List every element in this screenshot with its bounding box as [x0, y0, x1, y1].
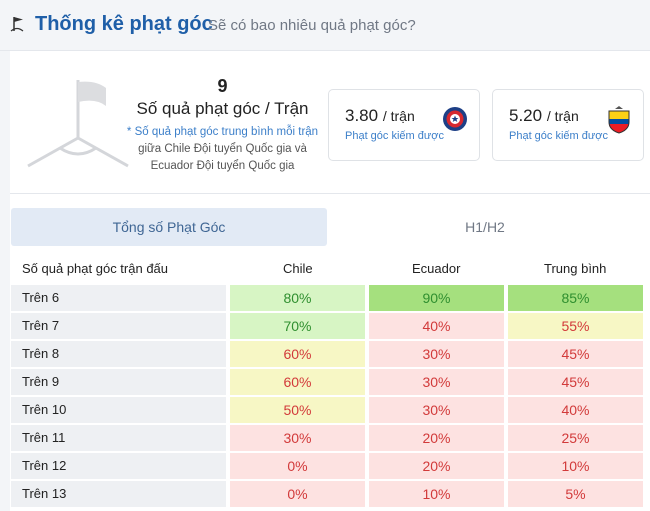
team-rate-label: Phạt góc kiếm được — [509, 130, 608, 142]
summary-note-line3: Ecuador Đội tuyển Quốc gia — [150, 160, 295, 172]
cell-ecuador: 20% — [369, 425, 504, 451]
section-divider — [10, 193, 650, 194]
header-threshold: Số quả phạt góc trận đấu — [22, 261, 169, 276]
row-label: Trên 9 — [11, 369, 226, 395]
row-label: Trên 8 — [11, 341, 226, 367]
cell-average: 5% — [508, 481, 643, 507]
cell-chile: 60% — [230, 369, 365, 395]
cell-average: 40% — [508, 397, 643, 423]
corners-per-match-label: Số quả phạt góc / Trận — [136, 99, 309, 118]
summary-note-line1: * Số quả phạt góc trung bình mỗi trận — [126, 126, 319, 138]
cell-average: 45% — [508, 341, 643, 367]
table-row: Trên 7 70% 40% 55% — [10, 313, 650, 339]
cell-ecuador: 10% — [369, 481, 504, 507]
corner-flag-illustration-icon — [27, 80, 129, 168]
team-rate-value: 5.20 — [509, 106, 543, 125]
row-label: Trên 11 — [11, 425, 226, 451]
corner-flag-icon — [10, 17, 24, 32]
cell-chile: 0% — [230, 453, 365, 479]
tab-half-split[interactable]: H1/H2 — [465, 219, 505, 235]
cell-chile: 80% — [230, 285, 365, 311]
header-chile: Chile — [283, 261, 313, 276]
tab-total-corners[interactable]: Tổng số Phạt Góc — [11, 208, 327, 246]
cell-ecuador: 90% — [369, 285, 504, 311]
table-row: Trên 13 0% 10% 5% — [10, 481, 650, 507]
header-average: Trung bình — [544, 261, 607, 276]
page-header: Thống kê phạt góc Sẽ có bao nhiêu quả ph… — [0, 0, 650, 51]
cell-ecuador: 30% — [369, 397, 504, 423]
team-rate-unit: / trận — [382, 108, 415, 124]
team-rate-unit: / trận — [546, 108, 579, 124]
corner-stats-card: 9 Số quả phạt góc / Trận * Số quả phạt g… — [10, 51, 650, 511]
row-label: Trên 13 — [11, 481, 226, 507]
summary-note-line2: giữa Chile Đội tuyển Quốc gia và — [138, 143, 307, 155]
table-row: Trên 12 0% 20% 10% — [10, 453, 650, 479]
cell-ecuador: 40% — [369, 313, 504, 339]
cell-chile: 50% — [230, 397, 365, 423]
page-title: Thống kê phạt góc — [35, 13, 213, 35]
row-label: Trên 12 — [11, 453, 226, 479]
page-subtitle: Sẽ có bao nhiêu quả phạt góc? — [208, 17, 416, 34]
cell-ecuador: 30% — [369, 341, 504, 367]
corners-per-match-value: 9 — [217, 76, 228, 96]
summary-note: * Số quả phạt góc trung bình mỗi trận gi… — [120, 124, 325, 175]
team-rate: 3.80 / trận — [345, 106, 415, 126]
cell-chile: 0% — [230, 481, 365, 507]
chile-crest-icon — [443, 107, 467, 131]
row-label: Trên 10 — [11, 397, 226, 423]
cell-average: 10% — [508, 453, 643, 479]
row-label: Trên 6 — [11, 285, 226, 311]
ecuador-crest-icon — [608, 106, 630, 134]
team-box-ecuador: 5.20 / trận Phạt góc kiếm được — [492, 89, 644, 161]
cell-chile: 60% — [230, 341, 365, 367]
row-label: Trên 7 — [11, 313, 226, 339]
table-row: Trên 10 50% 30% 40% — [10, 397, 650, 423]
table-row: Trên 9 60% 30% 45% — [10, 369, 650, 395]
cell-ecuador: 30% — [369, 369, 504, 395]
cell-chile: 30% — [230, 425, 365, 451]
cell-average: 25% — [508, 425, 643, 451]
cell-average: 45% — [508, 369, 643, 395]
cell-average: 55% — [508, 313, 643, 339]
table-row: Trên 11 30% 20% 25% — [10, 425, 650, 451]
table-row: Trên 6 80% 90% 85% — [10, 285, 650, 311]
header-ecuador: Ecuador — [412, 261, 461, 276]
cell-chile: 70% — [230, 313, 365, 339]
cell-average: 85% — [508, 285, 643, 311]
team-rate-value: 3.80 — [345, 106, 379, 125]
table-header: Số quả phạt góc trận đấu Chile Ecuador T… — [10, 253, 650, 283]
team-box-chile: 3.80 / trận Phạt góc kiếm được — [328, 89, 480, 161]
team-rate-label: Phạt góc kiếm được — [345, 130, 444, 142]
cell-ecuador: 20% — [369, 453, 504, 479]
team-rate: 5.20 / trận — [509, 106, 579, 126]
table-row: Trên 8 60% 30% 45% — [10, 341, 650, 367]
